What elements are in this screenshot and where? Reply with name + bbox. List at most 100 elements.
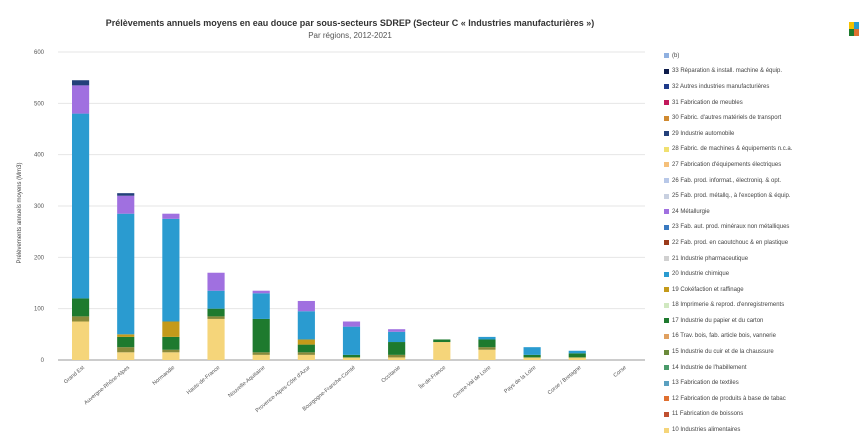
legend-item: 30 Fabric. d'autres matériels de transpo…: [664, 110, 844, 126]
legend-label: 15 Industrie du cuir et de la chaussure: [672, 349, 774, 356]
bar-segment: [117, 352, 135, 360]
legend-label: 30 Fabric. d'autres matériels de transpo…: [672, 115, 782, 122]
legend-label: 12 Fabrication de produits à base de tab…: [672, 395, 786, 402]
legend-swatch: [664, 178, 669, 184]
bar-segment: [297, 344, 315, 353]
y-tick-label: 400: [34, 153, 45, 159]
legend-label: 31 Fabrication de meubles: [672, 99, 743, 106]
legend-label: 14 Industrie de l'habillement: [672, 364, 747, 371]
legend-label: 29 Industrie automobile: [672, 130, 735, 137]
legend-swatch: [664, 318, 669, 324]
bar-segment: [252, 293, 270, 319]
bar-segment: [388, 329, 406, 332]
bar-segment: [71, 316, 90, 322]
bar-segment: [117, 336, 135, 348]
bar-segment: [478, 336, 496, 340]
legend-item: 12 Fabrication de produits à base de tab…: [664, 391, 844, 407]
x-tick-label: Hauts-de-France: [186, 365, 221, 396]
legend-swatch: [664, 131, 669, 137]
bar-segment: [252, 318, 270, 353]
bar-segment: [162, 321, 180, 337]
bar-segment: [568, 350, 586, 354]
legend-item: 23 Fab. aut. prod. minéraux non métalliq…: [664, 220, 844, 236]
y-tick-label: 500: [34, 101, 45, 107]
bar-segment: [523, 354, 541, 358]
legend-item: 20 Industrie chimique: [664, 266, 844, 282]
bar-segment: [342, 321, 361, 327]
legend-swatch: [664, 302, 669, 308]
legend-swatch: [664, 411, 669, 417]
legend-swatch: [664, 380, 669, 386]
bar-segment: [297, 352, 315, 355]
bar-segment: [523, 357, 541, 360]
legend-item: 15 Industrie du cuir et de la chaussure: [664, 344, 844, 360]
legend-swatch: [664, 100, 669, 106]
x-tick-label: Auvergne-Rhône-Alpes: [83, 365, 131, 407]
bar-segment: [388, 342, 406, 355]
legend-item: 19 Cokéfaction et raffinage: [664, 282, 844, 298]
legend-label: 22 Fab. prod. en caoutchouc & en plastiq…: [672, 239, 789, 246]
bar-segment: [388, 357, 406, 360]
bar-segment: [207, 272, 225, 291]
x-tick-label: Normandie: [152, 365, 176, 387]
bar-segment: [117, 195, 135, 214]
bar-segment: [207, 316, 225, 319]
legend-label: 17 Industrie du papier et du carton: [672, 317, 764, 324]
bar-segment: [342, 326, 361, 355]
bar-segment: [568, 357, 586, 360]
legend-item: 16 Trav. bois, fab. article bois, vanner…: [664, 329, 844, 345]
x-tick-label: Corse: [613, 365, 628, 379]
bar-segment: [71, 80, 90, 86]
x-tick-label: Grand Est: [63, 365, 86, 386]
legend-label: 24 Métallurgie: [672, 208, 710, 215]
legend-item: 28 Fabric. de machines & équipements n.c…: [664, 142, 844, 158]
legend-swatch: [664, 162, 669, 168]
legend-label: 27 Fabrication d'équipements électriques: [672, 161, 782, 168]
bar-segment: [71, 321, 90, 360]
bar-segment: [162, 213, 180, 219]
bar-segment: [433, 342, 451, 360]
bar-segment: [252, 290, 270, 294]
x-tick-label: Nouvelle-Aquitaine: [227, 365, 266, 399]
legend-item: 27 Fabrication d'équipements électriques: [664, 157, 844, 173]
x-tick-label: Centre-Val de Loire: [452, 365, 492, 400]
bar-segment: [207, 290, 225, 309]
bar-segment: [117, 213, 135, 335]
legend-swatch: [664, 53, 669, 59]
legend-swatch: [664, 240, 669, 246]
bar-segment: [252, 352, 270, 355]
legend-item: 10 Industries alimentaires: [664, 422, 844, 438]
legend-label: 32 Autres industries manufacturières: [672, 83, 770, 90]
bar-segment: [478, 339, 496, 348]
legend-label: 13 Fabrication de textiles: [672, 380, 739, 387]
bar-segment: [117, 347, 135, 353]
legend-item: 32 Autres industries manufacturières: [664, 79, 844, 95]
legend-item: 21 Industrie pharmaceutique: [664, 251, 844, 267]
legend-label: 23 Fab. aut. prod. minéraux non métalliq…: [672, 224, 790, 231]
legend-label: 28 Fabric. de machines & équipements n.c…: [672, 146, 793, 153]
bar-segment: [252, 354, 270, 360]
legend-swatch: [664, 193, 669, 199]
legend-swatch: [664, 365, 669, 371]
legend-label: 18 Imprimerie & reprod. d'enregistrement…: [672, 302, 785, 309]
legend-item: 24 Métallurgie: [664, 204, 844, 220]
legend-swatch: [664, 146, 669, 152]
legend-item: 11 Fabrication de boissons: [664, 407, 844, 423]
legend-swatch: [664, 287, 669, 293]
legend-label: 20 Industrie chimique: [672, 271, 730, 278]
bar-segment: [117, 193, 135, 196]
legend-label: 33 Réparation & install. machine & équip…: [672, 68, 783, 75]
bar-segment: [297, 300, 315, 312]
legend-label: 25 Fab. prod. métallq., à l'exception & …: [672, 193, 791, 200]
bar-segment: [162, 336, 180, 350]
legend-label: 19 Cokéfaction et raffinage: [672, 286, 744, 293]
plot-area: 0 100 200 300 400 500 600 Grand EstAuvergne-Rhô…: [34, 50, 645, 414]
legend-item: 31 Fabrication de meubles: [664, 95, 844, 111]
bar-segment: [388, 331, 406, 343]
legend-item: (b): [664, 48, 844, 64]
bar-segment: [207, 318, 225, 360]
legend-swatch: [664, 84, 669, 90]
legend-label: 11 Fabrication de boissons: [672, 411, 744, 418]
x-tick-label: Pays de la Loire: [503, 365, 537, 395]
bar-segment: [433, 339, 451, 343]
